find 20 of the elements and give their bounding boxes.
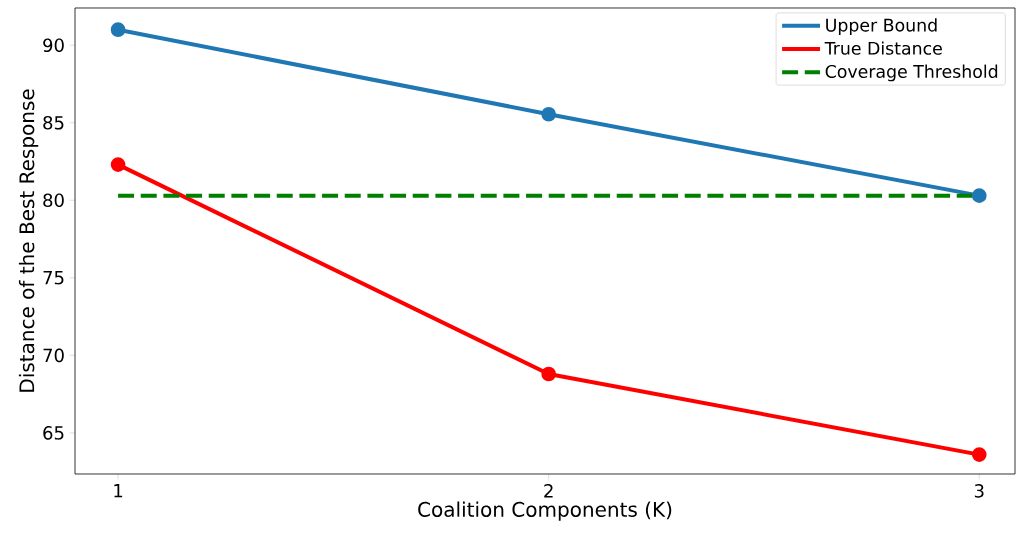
point xyxy=(541,106,556,122)
x-tick-label: 1 xyxy=(114,484,123,498)
point xyxy=(110,157,126,172)
legend-label: True Distance xyxy=(824,41,942,55)
x-axis-title: Coalition Components (K) xyxy=(418,501,672,521)
y-tick-label: 85 xyxy=(43,115,64,130)
y-tick-label: 70 xyxy=(43,348,64,363)
y-tick-label: 75 xyxy=(43,271,64,285)
y-tick-label: 90 xyxy=(43,38,64,53)
point xyxy=(110,22,126,38)
x-tick-label: 3 xyxy=(974,484,984,498)
legend-label: Upper Bound xyxy=(826,18,937,36)
y-axis-title: Distance of the Best Response xyxy=(18,89,39,392)
y-tick-label: 65 xyxy=(43,426,64,440)
point xyxy=(971,447,987,462)
y-tick-label: 80 xyxy=(43,193,64,208)
x-tick-label: 2 xyxy=(544,484,553,498)
legend-label: Coverage Threshold xyxy=(825,64,998,82)
point xyxy=(541,366,556,382)
point xyxy=(971,188,987,203)
